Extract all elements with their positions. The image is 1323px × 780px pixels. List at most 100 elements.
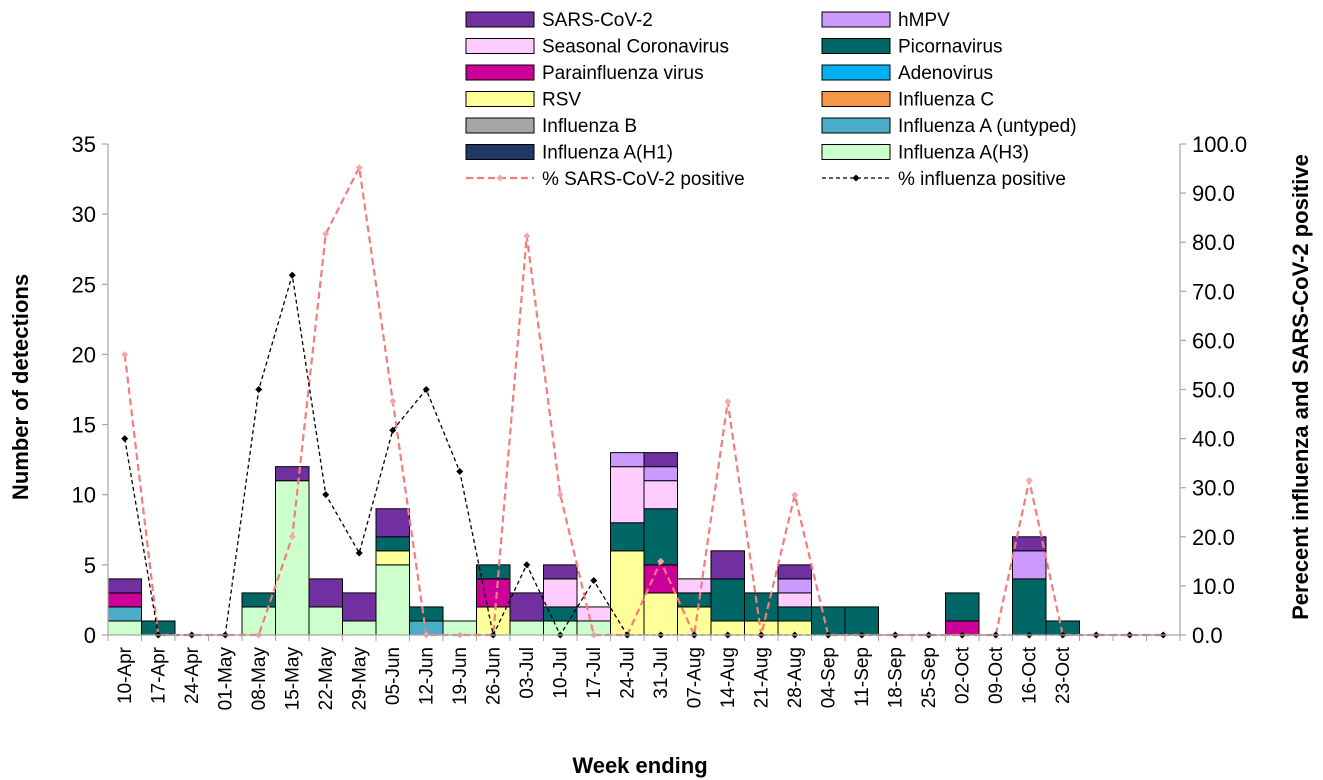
bar-segment-picornavirus [409, 606, 444, 622]
y2-tick-label: 100.0 [1192, 132, 1247, 157]
point-sars-cov-2-positive [121, 351, 129, 359]
bar-segment-influenza-a-h3 [342, 620, 377, 636]
legend-swatch-influenza-a-h1 [465, 144, 535, 160]
x-tick-label: 16-Oct [1019, 646, 1040, 704]
x-tick-label: 31-Jul [651, 647, 672, 699]
legend-swatch-seasonal-coronavirus [465, 38, 535, 54]
x-tick-label: 01-May [215, 647, 236, 711]
x-tick-label: 04-Sep [818, 647, 839, 708]
point-influenza-positive [389, 426, 397, 434]
y2-tick-label: 60.0 [1192, 328, 1235, 353]
point-sars-cov-2-positive [1025, 476, 1033, 484]
bar-segment-influenza-a-h3 [509, 620, 544, 636]
bar-segment-sars-cov-2 [375, 508, 410, 538]
bar-segment-rsv [375, 550, 410, 566]
bar-segment-parainfluenza-virus [476, 578, 511, 608]
x-tick-label: 17-Apr [148, 646, 169, 704]
bar-segment-hmpv [777, 578, 812, 594]
x-tick-label: 12-Jun [416, 647, 437, 705]
point-sars-cov-2-positive [791, 491, 799, 499]
legend-label-influenza-c: Influenza C [898, 90, 994, 111]
legend-label-sars-cov-2: SARS-CoV-2 [542, 10, 653, 31]
legend-label-rsv: RSV [542, 90, 581, 111]
point-influenza-positive [422, 386, 430, 393]
y-tick-label: 15 [72, 413, 96, 438]
x-tick-label: 14-Aug [718, 647, 739, 708]
x-tick-label: 24-Apr [182, 646, 203, 704]
x-tick-label: 02-Oct [952, 646, 973, 704]
bar-segment-influenza-a-untyped [107, 606, 142, 622]
y-tick-label: 0 [84, 623, 96, 648]
x-tick-label: 22-May [316, 647, 337, 711]
bar-segment-hmpv [643, 466, 678, 482]
point-influenza-positive [456, 467, 464, 475]
point-influenza-positive [523, 561, 531, 569]
y2-tick-label: 0.0 [1192, 623, 1223, 648]
bar-segment-hmpv [1012, 550, 1047, 580]
legend-label-influenza-b: Influenza B [542, 116, 637, 137]
bar-segment-influenza-a-h3 [308, 606, 343, 636]
legend-label-sars-cov-2-positive: % SARS-CoV-2 positive [542, 169, 745, 190]
y-tick-label: 25 [72, 272, 96, 297]
bar-segment-sars-cov-2 [509, 592, 544, 622]
bar-segment-seasonal-coronavirus [677, 578, 712, 594]
point-influenza-positive [355, 549, 363, 557]
bar-segment-rsv [643, 592, 678, 636]
point-sars-cov-2-positive [724, 398, 732, 406]
bar-segment-picornavirus [744, 592, 779, 622]
x-axis-title: Week ending [572, 753, 707, 778]
x-tick-label: 11-Sep [852, 647, 873, 707]
x-tick-label: 24-Jul [617, 647, 638, 699]
x-tick-label: 09-Oct [986, 646, 1007, 704]
bar-segment-influenza-a-h3 [275, 480, 310, 636]
x-tick-label: 10-Apr [115, 646, 136, 704]
point-sars-cov-2-positive [355, 164, 363, 172]
y2-tick-label: 80.0 [1192, 230, 1235, 255]
legend-swatch-influenza-c [821, 91, 891, 107]
bar-segment-influenza-a-h3 [241, 606, 276, 636]
y2-tick-label: 40.0 [1192, 427, 1235, 452]
x-tick-label: 19-Jun [450, 647, 471, 705]
legend-swatch-rsv [465, 91, 535, 107]
x-tick-label: 23-Oct [1053, 646, 1074, 704]
bar-segment-picornavirus [476, 564, 511, 580]
bar-segment-picornavirus [610, 522, 645, 552]
legend-marker-sars-cov-2-positive [496, 174, 504, 182]
bar-segment-seasonal-coronavirus [610, 466, 645, 524]
bar-segment-parainfluenza-virus [107, 592, 142, 608]
bar-segment-picornavirus [710, 578, 745, 622]
y2-tick-label: 90.0 [1192, 181, 1235, 206]
point-sars-cov-2-positive [523, 232, 531, 240]
bar-segment-sars-cov-2 [342, 592, 377, 622]
point-influenza-positive [288, 271, 296, 279]
bar-segment-influenza-a-h3 [375, 564, 410, 636]
bar-segment-picornavirus [844, 606, 879, 636]
point-influenza-positive [590, 576, 598, 584]
legend-label-influenza-a-h3: Influenza A(H3) [898, 143, 1029, 164]
legend: SARS-CoV-2 hMPV Seasonal Coronavirus Picorn… [465, 10, 1077, 190]
y-tick-label: 5 [84, 553, 96, 578]
bar-segment-sars-cov-2 [777, 564, 812, 580]
y-tick-label: 30 [72, 202, 96, 227]
point-influenza-positive [121, 435, 129, 443]
legend-swatch-influenza-a-h3 [821, 144, 891, 160]
legend-label-parainfluenza-virus: Parainfluenza virus [542, 63, 704, 84]
legend-label-influenza-a-untyped: Influenza A (untyped) [898, 116, 1077, 137]
bar-segment-picornavirus [677, 592, 712, 608]
bar-segment-seasonal-coronavirus [543, 578, 578, 608]
bar-segment-seasonal-coronavirus [576, 606, 611, 622]
bar-segment-picornavirus [375, 536, 410, 552]
axes: 0 5 10 15 20 25 30 35 0.0 10.0 20.0 30.0 40.0 50.0 60.… [72, 132, 1248, 710]
y2-tick-label: 30.0 [1192, 476, 1235, 501]
bar-segment-seasonal-coronavirus [777, 592, 812, 608]
legend-swatch-influenza-a-untyped [821, 117, 891, 134]
y2-tick-label: 20.0 [1192, 525, 1235, 550]
legend-swatch-sars-cov-2 [465, 11, 535, 28]
x-tick-label: 03-Jul [517, 647, 538, 699]
bar-segment-sars-cov-2 [308, 578, 343, 608]
point-sars-cov-2-positive [657, 557, 665, 565]
bar-segment-sars-cov-2 [275, 466, 310, 482]
bar-segment-sars-cov-2 [543, 564, 578, 580]
legend-swatch-parainfluenza-virus [465, 64, 535, 81]
